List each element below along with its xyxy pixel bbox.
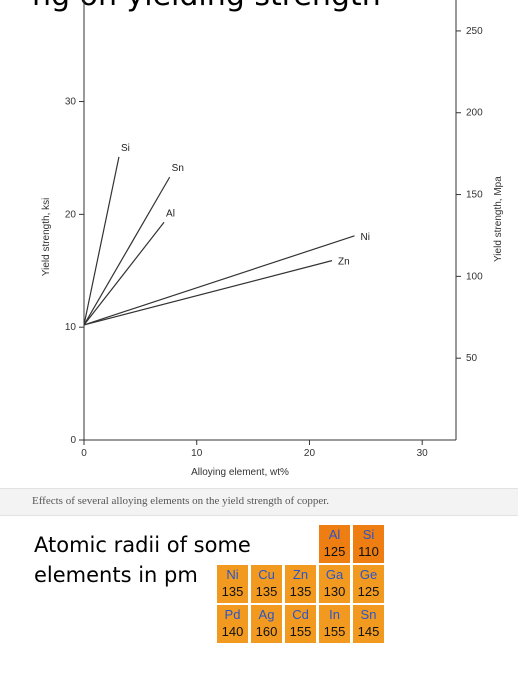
series-label-ni: Ni	[361, 232, 370, 243]
element-radius: 145	[353, 623, 384, 641]
axes-layer: 0 10 20 30 0 10 20 30 50 100 150 200 250	[65, 0, 483, 459]
series-line-si	[84, 157, 119, 325]
y2-axis-title: Yield strength, Mpa	[493, 176, 504, 262]
element-symbol: Si	[353, 527, 384, 543]
element-symbol: Ni	[217, 567, 248, 583]
element-symbol: In	[319, 607, 350, 623]
series-line-sn	[84, 177, 170, 325]
y-tick-label: 30	[65, 97, 77, 108]
y-axis-title: Yield strength, ksi	[41, 198, 52, 277]
element-cell-ag: Ag 160	[250, 604, 283, 644]
x-tick-label: 0	[81, 448, 87, 459]
element-cell-ge: Ge 125	[352, 564, 385, 604]
y-tick-label: 0	[70, 435, 76, 446]
series-line-zn	[84, 261, 332, 325]
series-line-al	[84, 222, 164, 325]
element-cell-si: Si 110	[352, 524, 385, 564]
y2-tick-label: 200	[466, 108, 483, 119]
element-radius: 135	[285, 583, 316, 601]
element-symbol: Ge	[353, 567, 384, 583]
x-tick-label: 20	[304, 448, 316, 459]
y-tick-label: 10	[65, 322, 77, 333]
element-cell-pd: Pd 140	[216, 604, 249, 644]
series-label-si: Si	[121, 143, 130, 154]
element-cell-ni: Ni 135	[216, 564, 249, 604]
element-radius: 135	[217, 583, 248, 601]
series-layer: Si Sn Al Ni Zn	[84, 143, 370, 325]
element-symbol: Pd	[217, 607, 248, 623]
element-radius: 130	[319, 583, 350, 601]
element-radius: 155	[319, 623, 350, 641]
element-radius: 155	[285, 623, 316, 641]
y2-tick-label: 150	[466, 190, 483, 201]
element-symbol: Zn	[285, 567, 316, 583]
element-radius: 160	[251, 623, 282, 641]
element-cell-al: Al 125	[318, 524, 351, 564]
element-cell-ga: Ga 130	[318, 564, 351, 604]
element-symbol: Ga	[319, 567, 350, 583]
element-radius: 140	[217, 623, 248, 641]
element-symbol: Cu	[251, 567, 282, 583]
element-cell-cu: Cu 135	[250, 564, 283, 604]
series-line-ni	[84, 236, 355, 325]
element-radius: 135	[251, 583, 282, 601]
element-cell-in: In 155	[318, 604, 351, 644]
element-symbol: Sn	[353, 607, 384, 623]
x-axis-title: Alloying element, wt%	[191, 467, 289, 478]
element-radius: 110	[353, 543, 384, 561]
y2-tick-label: 250	[466, 26, 483, 37]
element-cell-zn: Zn 135	[284, 564, 317, 604]
element-radius: 125	[319, 543, 350, 561]
series-label-sn: Sn	[172, 163, 184, 174]
series-label-al: Al	[166, 208, 175, 219]
x-tick-label: 30	[417, 448, 429, 459]
y2-tick-label: 100	[466, 271, 483, 282]
element-symbol: Ag	[251, 607, 282, 623]
figure-caption: Effects of several alloying elements on …	[32, 495, 329, 507]
y-tick-label: 20	[65, 209, 77, 220]
figure-caption-bar: Effects of several alloying elements on …	[0, 488, 518, 516]
element-symbol: Al	[319, 527, 350, 543]
element-cell-cd: Cd 155	[284, 604, 317, 644]
element-symbol: Cd	[285, 607, 316, 623]
y2-tick-label: 50	[466, 353, 478, 364]
element-cell-sn: Sn 145	[352, 604, 385, 644]
series-label-zn: Zn	[338, 257, 350, 268]
element-radius: 125	[353, 583, 384, 601]
x-tick-label: 10	[191, 448, 203, 459]
